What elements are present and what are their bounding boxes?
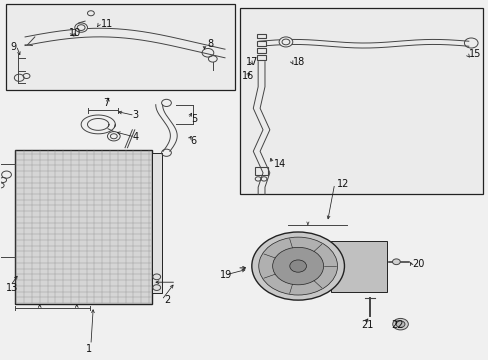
Text: 15: 15 xyxy=(468,49,480,59)
Text: 21: 21 xyxy=(361,320,373,330)
Circle shape xyxy=(392,319,407,330)
Text: 19: 19 xyxy=(220,270,232,280)
Bar xyxy=(256,41,266,45)
Text: 10: 10 xyxy=(69,28,81,38)
Text: 7: 7 xyxy=(103,98,109,108)
Text: 18: 18 xyxy=(293,57,305,67)
Text: 6: 6 xyxy=(190,136,197,145)
Text: 1: 1 xyxy=(86,343,92,354)
Text: 3: 3 xyxy=(132,111,138,121)
Circle shape xyxy=(392,259,400,265)
Bar xyxy=(256,48,266,53)
Text: 4: 4 xyxy=(132,132,138,142)
Text: 17: 17 xyxy=(245,57,258,67)
Text: 13: 13 xyxy=(5,283,18,293)
Circle shape xyxy=(75,23,87,32)
Text: 8: 8 xyxy=(206,39,213,49)
Bar xyxy=(330,240,386,292)
Bar xyxy=(256,34,266,39)
Text: 11: 11 xyxy=(101,19,113,29)
Circle shape xyxy=(279,37,292,47)
Bar xyxy=(5,4,234,90)
Circle shape xyxy=(258,237,337,295)
Bar xyxy=(255,167,267,175)
Circle shape xyxy=(251,232,344,300)
Text: 5: 5 xyxy=(190,114,197,124)
Bar xyxy=(152,153,161,293)
Circle shape xyxy=(289,260,306,272)
Text: 22: 22 xyxy=(390,320,403,330)
Circle shape xyxy=(272,247,323,285)
Bar xyxy=(15,149,152,304)
Bar xyxy=(239,8,483,194)
Text: 12: 12 xyxy=(336,179,349,189)
Text: 2: 2 xyxy=(163,295,170,305)
Bar xyxy=(256,55,266,60)
Circle shape xyxy=(395,321,404,327)
Text: 9: 9 xyxy=(10,42,17,52)
Text: 14: 14 xyxy=(273,159,285,169)
Text: 16: 16 xyxy=(242,71,254,81)
Text: 20: 20 xyxy=(412,259,424,269)
